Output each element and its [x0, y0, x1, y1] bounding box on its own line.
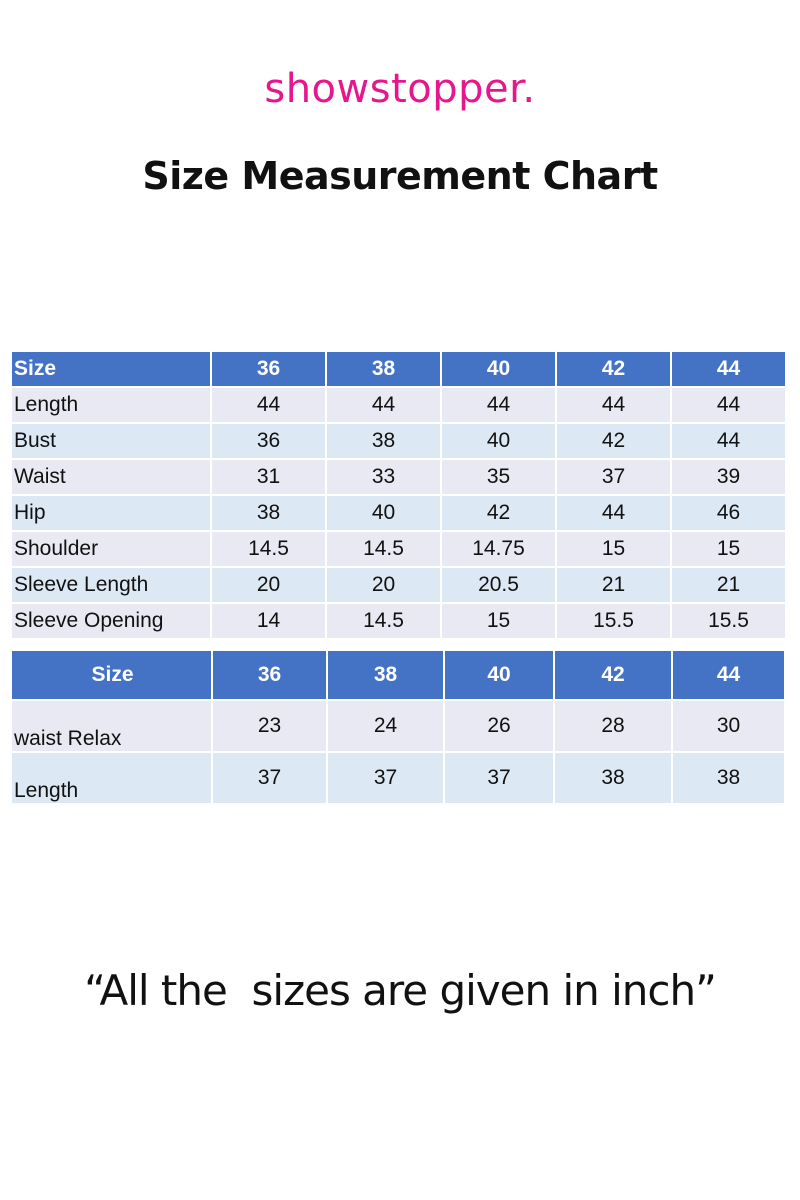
- table-cell: 37: [557, 460, 670, 494]
- units-note: “All the sizes are given in inch”: [84, 966, 717, 1015]
- row-label: Hip: [12, 496, 210, 530]
- table-row: Shoulder 14.5 14.5 14.75 15 15: [12, 532, 785, 566]
- table-cell: 15.5: [672, 604, 785, 638]
- table-cell: 15: [442, 604, 555, 638]
- table-row: Length 44 44 44 44 44: [12, 388, 785, 422]
- table-row: Sleeve Opening 14 14.5 15 15.5 15.5: [12, 604, 785, 638]
- table-cell: 35: [442, 460, 555, 494]
- header-cell: 44: [673, 651, 784, 699]
- header-cell: 40: [442, 352, 555, 386]
- table-cell: 30: [673, 701, 784, 751]
- table-cell: 15: [672, 532, 785, 566]
- table-cell: 14.5: [212, 532, 325, 566]
- table-cell: 31: [212, 460, 325, 494]
- table-cell: 38: [555, 753, 671, 803]
- table-cell: 44: [557, 496, 670, 530]
- table-cell: 44: [327, 388, 440, 422]
- table-cell: 38: [327, 424, 440, 458]
- table-cell: 37: [445, 753, 553, 803]
- size-table-bottom: Size 36 38 40 42 44 waist Relax 23 24 26 28 30 Lengt…: [10, 649, 786, 805]
- table-cell: 38: [673, 753, 784, 803]
- header-cell: 42: [555, 651, 671, 699]
- table-cell: 14: [212, 604, 325, 638]
- row-label: Shoulder: [12, 532, 210, 566]
- table-cell: 44: [672, 424, 785, 458]
- page-title: Size Measurement Chart: [142, 154, 658, 198]
- row-label: waist Relax: [12, 701, 211, 751]
- table-cell: 14.5: [327, 604, 440, 638]
- table-cell: 14.75: [442, 532, 555, 566]
- size-table-top: Size 36 38 40 42 44 Length 44 44 44 44 44 Bust 36 38 40…: [10, 350, 787, 640]
- table-cell: 37: [328, 753, 443, 803]
- table-cell: 15: [557, 532, 670, 566]
- table-row: Waist 31 33 35 37 39: [12, 460, 785, 494]
- table-header-row: Size 36 38 40 42 44: [12, 352, 785, 386]
- table-cell: 44: [672, 388, 785, 422]
- table-cell: 40: [442, 424, 555, 458]
- table-cell: 42: [557, 424, 670, 458]
- table-row: Sleeve Length 20 20 20.5 21 21: [12, 568, 785, 602]
- table-cell: 26: [445, 701, 553, 751]
- header-cell: 36: [213, 651, 326, 699]
- table-row: Bust 36 38 40 42 44: [12, 424, 785, 458]
- table-cell: 15.5: [557, 604, 670, 638]
- table-cell: 46: [672, 496, 785, 530]
- row-label: Bust: [12, 424, 210, 458]
- table-cell: 36: [212, 424, 325, 458]
- header-cell: 36: [212, 352, 325, 386]
- table-cell: 44: [442, 388, 555, 422]
- table-cell: 39: [672, 460, 785, 494]
- header-cell: 38: [327, 352, 440, 386]
- table-cell: 21: [672, 568, 785, 602]
- header-cell: 44: [672, 352, 785, 386]
- table-cell: 37: [213, 753, 326, 803]
- table-cell: 44: [212, 388, 325, 422]
- header-cell: 38: [328, 651, 443, 699]
- table-cell: 28: [555, 701, 671, 751]
- row-label: Sleeve Length: [12, 568, 210, 602]
- header-cell: Size: [12, 651, 211, 699]
- header-cell: 40: [445, 651, 553, 699]
- table-row: Hip 38 40 42 44 46: [12, 496, 785, 530]
- table-cell: 24: [328, 701, 443, 751]
- header-cell: 42: [557, 352, 670, 386]
- table-cell: 20: [212, 568, 325, 602]
- row-label: Waist: [12, 460, 210, 494]
- table-cell: 21: [557, 568, 670, 602]
- brand-logo: showstopper.: [264, 66, 536, 112]
- table-cell: 38: [212, 496, 325, 530]
- row-label: Sleeve Opening: [12, 604, 210, 638]
- table-header-row: Size 36 38 40 42 44: [12, 651, 784, 699]
- row-label: Length: [12, 753, 211, 803]
- table-cell: 20.5: [442, 568, 555, 602]
- table-cell: 20: [327, 568, 440, 602]
- table-cell: 23: [213, 701, 326, 751]
- table-cell: 40: [327, 496, 440, 530]
- table-cell: 42: [442, 496, 555, 530]
- table-cell: 14.5: [327, 532, 440, 566]
- table-cell: 33: [327, 460, 440, 494]
- table-row: waist Relax 23 24 26 28 30: [12, 701, 784, 751]
- header-cell: Size: [12, 352, 210, 386]
- table-row: Length 37 37 37 38 38: [12, 753, 784, 803]
- row-label: Length: [12, 388, 210, 422]
- table-cell: 44: [557, 388, 670, 422]
